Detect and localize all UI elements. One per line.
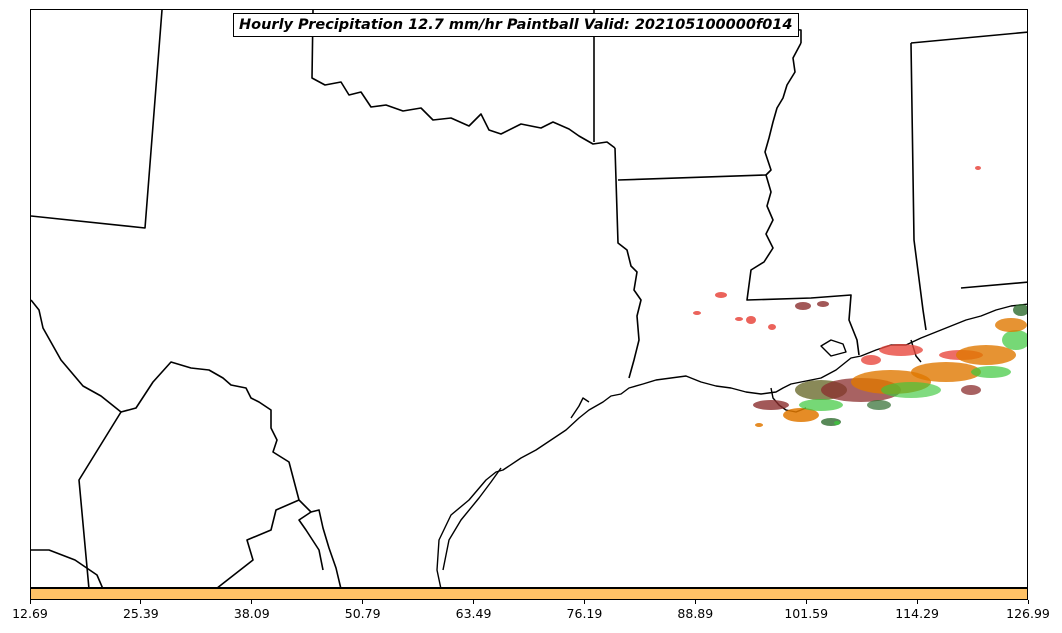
paintball-blob	[861, 355, 881, 365]
colorbar-tick-mark	[140, 600, 142, 604]
texas-barrier-islands	[442, 467, 502, 571]
colorbar-tick-label: 126.99	[1006, 606, 1050, 621]
colorbar	[30, 588, 1028, 600]
colorbar-tick-mark	[251, 600, 253, 604]
paintball-blob	[834, 421, 840, 425]
paintball-blob	[867, 400, 891, 410]
paintball-blob	[956, 345, 1016, 365]
gulf-coast-texas	[436, 303, 1027, 587]
paintball-blob	[753, 400, 789, 410]
paintball-blob	[693, 311, 701, 315]
paintball-blob	[817, 301, 829, 307]
paintball-blob	[1013, 304, 1027, 316]
rio-grande-border	[31, 299, 342, 587]
paintball-blob	[768, 324, 776, 330]
state-boundaries	[31, 10, 1027, 587]
paintball-blob	[879, 344, 923, 356]
colorbar-tick-mark	[805, 600, 807, 604]
coastline	[436, 303, 1027, 587]
paintball-blob	[735, 317, 743, 321]
colorbar-tick-label: 88.89	[677, 606, 714, 621]
mississippi-alabama-border	[910, 42, 927, 331]
lake-pontchartrain	[820, 339, 847, 357]
colorbar-tick-mark	[362, 600, 364, 604]
paintball-blob	[755, 423, 763, 427]
colorbar-tick-label: 38.09	[233, 606, 270, 621]
texas-louisiana-border	[614, 147, 642, 379]
map-panel	[30, 9, 1028, 588]
map-canvas	[31, 10, 1027, 587]
paintball-blob	[746, 316, 756, 324]
mexico-state-border-1	[31, 549, 104, 587]
mexico-state-border-2	[78, 411, 122, 587]
galveston-bay	[570, 397, 590, 419]
paintball-blob	[971, 366, 1011, 378]
paintball-blob	[975, 166, 981, 170]
precipitation-paintball	[693, 166, 1027, 427]
colorbar-tick-mark	[1027, 600, 1029, 604]
alabama-florida-border	[960, 281, 1027, 289]
colorbar-tick-mark	[583, 600, 585, 604]
new-mexico-texas-border	[31, 10, 163, 229]
paintball-blob	[961, 385, 981, 395]
colorbar-tick-mark	[916, 600, 918, 604]
colorbar-tick-label: 101.59	[784, 606, 829, 621]
mexico-state-border-3	[217, 499, 300, 587]
map-title: Hourly Precipitation 12.7 mm/hr Paintbal…	[233, 13, 799, 37]
paintball-blob	[995, 318, 1027, 332]
colorbar-tick-label: 25.39	[122, 606, 159, 621]
paintball-blob	[799, 399, 843, 411]
paintball-blob	[1002, 330, 1027, 350]
mexico-state-border-4	[298, 511, 324, 571]
colorbar-tick-mark	[29, 600, 31, 604]
alabama-georgia-border	[910, 31, 1027, 44]
colorbar-tick-label: 114.29	[895, 606, 939, 621]
colorbar-tick-label: 12.69	[12, 606, 48, 621]
colorbar-tick-label: 76.19	[566, 606, 603, 621]
paintball-blob	[715, 292, 727, 298]
colorbar-tick-mark	[694, 600, 696, 604]
colorbar-tick-mark	[473, 600, 475, 604]
colorbar-tick-label: 50.79	[344, 606, 381, 621]
paintball-blob	[795, 302, 811, 310]
oklahoma-texas-border	[311, 10, 616, 149]
paintball-blob	[911, 362, 981, 382]
mississippi-river-border	[746, 42, 860, 356]
paintball-blob	[783, 408, 819, 422]
arkansas-louisiana-border	[617, 174, 767, 181]
colorbar-tick-label: 63.49	[455, 606, 492, 621]
paintball-blob	[881, 382, 941, 398]
